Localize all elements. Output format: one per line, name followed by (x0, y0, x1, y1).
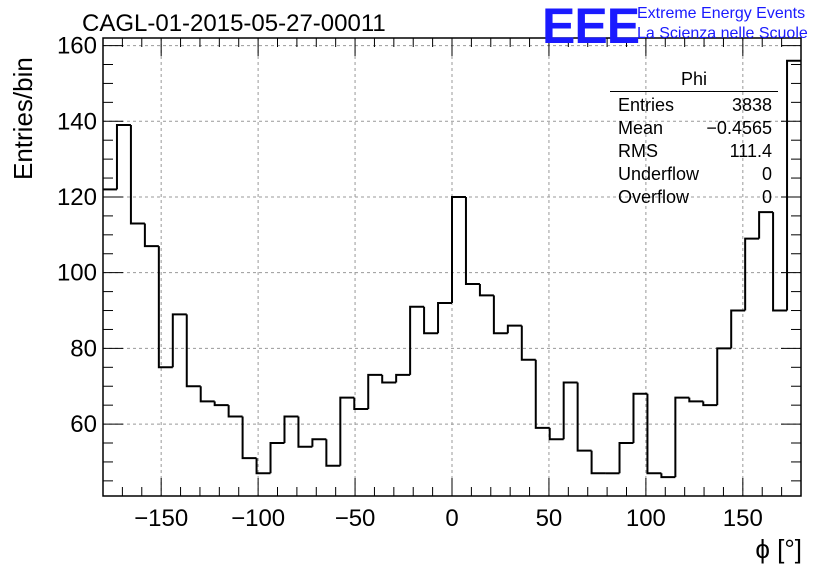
stats-box: Phi Entries 3838 Mean −0.4565 RMS 111.4 Und… (610, 68, 778, 209)
y-tick-label: 60 (70, 411, 97, 438)
y-tick-label: 160 (57, 33, 97, 60)
stats-label: RMS (618, 141, 658, 161)
histogram-bin (702, 401, 718, 407)
histogram-bin (283, 415, 299, 444)
x-tick-label: 50 (536, 505, 563, 532)
stats-row: RMS 111.4 (610, 140, 778, 163)
histogram-bin (492, 295, 508, 335)
histogram-bin (241, 416, 257, 460)
histogram-bin (297, 416, 313, 448)
histogram-bin (464, 196, 480, 286)
histogram-bin (255, 458, 271, 475)
x-tick-label: 0 (445, 505, 458, 532)
histogram-bin (227, 405, 243, 418)
histogram-bin (590, 450, 606, 475)
histogram-bin (269, 442, 285, 474)
histogram-bin (772, 212, 788, 312)
histogram-bin (646, 393, 662, 475)
histogram-bin (534, 359, 550, 429)
x-tick-label: −150 (134, 505, 188, 532)
stats-value: 111.4 (729, 141, 772, 161)
stats-row: Mean −0.4565 (610, 117, 778, 140)
histogram-bin (548, 427, 564, 441)
stats-value: 0 (761, 164, 772, 184)
logo-caption-line2: La Scienza nelle Scuole (637, 25, 808, 42)
histogram-bin (478, 284, 494, 297)
y-tick-label: 120 (57, 184, 97, 211)
x-tick-label: −100 (231, 505, 285, 532)
stats-value: 3838 (731, 95, 772, 115)
histogram-bin (311, 438, 327, 447)
histogram-bin (786, 59, 801, 311)
logo-caption-line1: Extreme Energy Events (637, 5, 806, 22)
histogram-bin (674, 396, 690, 478)
histogram-bin (716, 347, 732, 406)
histogram-bin (171, 313, 187, 368)
histogram-bin (367, 373, 383, 409)
histogram-bin (744, 237, 760, 311)
histogram-bin (325, 439, 341, 467)
logo-caption: Extreme Energy Events La Scienza nelle S… (637, 4, 808, 44)
stats-label: Mean (618, 118, 664, 138)
histogram-bin (199, 386, 215, 403)
stats-row: Entries 3838 (610, 94, 778, 117)
stats-row: Underflow 0 (610, 163, 778, 186)
stats-label: Underflow (618, 164, 700, 184)
stats-value: 0 (761, 187, 772, 207)
stats-label: Entries (618, 95, 675, 115)
x-tick-label: −50 (335, 505, 376, 532)
histogram-bin (688, 397, 704, 403)
histogram-bin (632, 392, 648, 444)
y-axis-label: Entries/bin (8, 57, 38, 180)
histogram-bin (562, 381, 578, 440)
histogram-bin (185, 314, 201, 388)
stats-title: Phi (610, 68, 778, 92)
histogram-bin (339, 396, 355, 466)
chart-title: CAGL-01-2015-05-27-00011 (82, 10, 386, 37)
histogram-bin (437, 301, 452, 334)
y-tick-label: 80 (70, 335, 97, 362)
y-tick-label: 100 (57, 260, 97, 287)
histogram-bin (758, 211, 774, 239)
histogram-bin (143, 223, 159, 248)
eee-logo: EEE (542, 0, 640, 54)
x-tick-label: 150 (723, 505, 763, 532)
histogram-bin (353, 397, 369, 410)
histogram-bin (451, 195, 466, 303)
histogram-bin (520, 325, 536, 361)
histogram-bin (730, 309, 746, 349)
histogram-bin (213, 401, 229, 407)
x-tick-label: 100 (626, 505, 666, 532)
histogram-bin (409, 305, 425, 375)
histogram-bin (576, 382, 592, 452)
histogram-bin (157, 246, 173, 369)
stats-value: −0.4565 (706, 118, 772, 138)
histogram-bin (115, 124, 131, 190)
stats-row: Overflow 0 (610, 186, 778, 209)
histogram-bin (381, 374, 397, 384)
histogram-bin (129, 125, 145, 225)
histogram-bin (395, 373, 411, 383)
histogram-bin (660, 473, 676, 479)
y-tick-label: 140 (57, 108, 97, 135)
histogram-bin (618, 442, 634, 474)
histogram-bin (506, 324, 522, 334)
x-axis-label: ϕ [°] (755, 534, 802, 564)
histogram-bin (423, 306, 439, 335)
stats-label: Overflow (618, 187, 690, 207)
